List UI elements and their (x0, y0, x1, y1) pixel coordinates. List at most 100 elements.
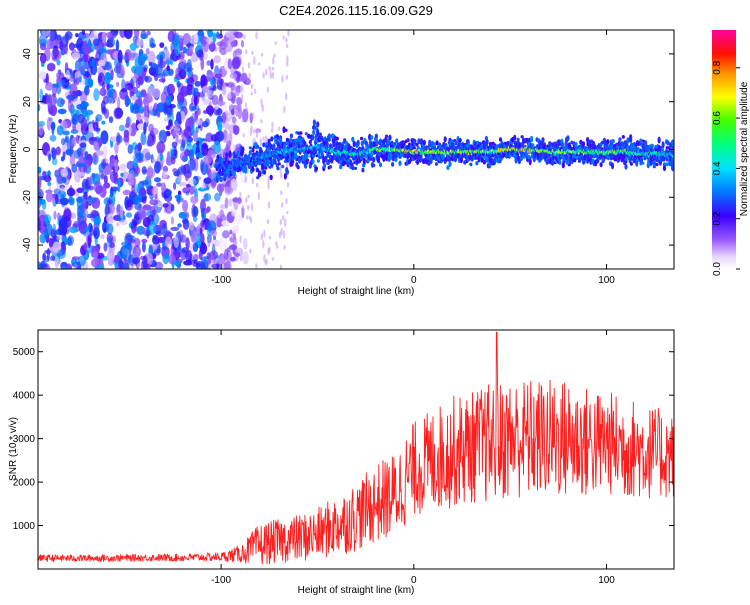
noise-mark (282, 215, 285, 221)
noise-mark (268, 66, 271, 72)
noise-mark (241, 118, 244, 123)
noise-mark (174, 120, 180, 133)
ridge-mark (550, 160, 555, 166)
ridge-mark (225, 152, 229, 158)
noise-mark (267, 201, 271, 209)
ridge-mark (652, 160, 656, 167)
noise-mark (116, 222, 120, 227)
noise-mark (56, 235, 61, 241)
noise-mark (102, 34, 107, 43)
noise-mark (237, 196, 242, 205)
ridge-mark (289, 138, 293, 143)
noise-mark (231, 211, 235, 217)
noise-mark (109, 242, 115, 248)
noise-mark (239, 192, 242, 197)
noise-mark (285, 198, 288, 205)
ridge-mark (505, 154, 509, 159)
noise-mark (48, 153, 52, 162)
noise-mark (53, 210, 57, 220)
noise-mark (164, 201, 173, 214)
noise-mark (138, 207, 147, 221)
ridge-mark (266, 159, 270, 167)
noise-mark (251, 177, 254, 185)
noise-mark (41, 62, 45, 67)
noise-mark (184, 149, 190, 157)
noise-mark (207, 30, 214, 38)
noise-mark (252, 112, 255, 119)
ridge-mark (390, 140, 394, 146)
ridge-mark (313, 125, 317, 130)
noise-mark (38, 121, 45, 127)
noise-mark (100, 234, 105, 239)
ridge-mark (322, 163, 327, 169)
noise-mark (134, 194, 142, 204)
colorbar-tick-label: 0.0 (712, 262, 723, 276)
ridge-mark (388, 134, 392, 141)
noise-mark (113, 107, 123, 120)
noise-mark (134, 30, 140, 39)
noise-mark (76, 204, 84, 218)
ridge-mark (485, 139, 489, 145)
noise-mark (142, 217, 152, 228)
noise-mark (251, 50, 254, 56)
noise-mark (128, 54, 136, 61)
noise-mark (268, 246, 271, 253)
noise-mark (200, 220, 204, 228)
noise-mark (154, 177, 161, 183)
noise-mark (179, 58, 187, 65)
noise-mark (145, 48, 150, 55)
noise-mark (221, 220, 230, 226)
ridge-mark (378, 138, 383, 146)
noise-mark (218, 237, 228, 252)
snr-xlabel: Height of straight line (km) (298, 585, 415, 596)
noise-mark (222, 82, 227, 96)
noise-mark (262, 136, 265, 141)
ridge-mark (284, 128, 288, 132)
noise-mark (212, 235, 217, 241)
y-tick-label: 20 (22, 96, 33, 108)
noise-mark (168, 68, 174, 77)
noise-mark (60, 185, 65, 194)
noise-mark (280, 190, 283, 196)
noise-mark (135, 152, 144, 161)
noise-mark (66, 141, 71, 150)
noise-mark (147, 88, 153, 99)
ridge-mark (361, 167, 365, 173)
noise-mark (88, 136, 98, 142)
ridge-mark (573, 158, 577, 163)
noise-mark (207, 237, 211, 248)
noise-mark (185, 191, 190, 196)
noise-mark (227, 58, 232, 70)
noise-mark (250, 91, 253, 96)
noise-mark (249, 248, 252, 254)
noise-mark (173, 236, 179, 248)
noise-mark (217, 121, 223, 132)
ridge-mark (316, 121, 320, 128)
noise-mark (182, 46, 187, 54)
snr-panel: -100 0 100 1000 2000 3000 4000 5000 Height of s… (8, 329, 675, 596)
noise-mark (221, 37, 229, 49)
ridge-mark (283, 173, 287, 180)
noise-mark (38, 261, 42, 269)
noise-mark (154, 193, 158, 200)
ridge-mark (422, 139, 426, 146)
noise-mark (224, 248, 229, 261)
noise-mark (131, 104, 140, 114)
ridge-mark (248, 146, 252, 150)
noise-mark (51, 83, 60, 88)
noise-mark (231, 116, 237, 124)
noise-mark (87, 78, 94, 88)
ridge-mark (528, 158, 532, 166)
noise-mark (53, 150, 58, 155)
noise-mark (258, 62, 261, 66)
noise-mark (265, 135, 268, 140)
noise-mark (154, 261, 163, 269)
noise-mark (158, 129, 167, 144)
noise-mark (232, 197, 239, 203)
noise-mark (188, 222, 195, 231)
noise-mark (130, 95, 138, 101)
noise-mark (271, 71, 275, 79)
noise-mark (156, 182, 163, 187)
ridge-mark (513, 134, 517, 141)
noise-mark (140, 131, 147, 146)
